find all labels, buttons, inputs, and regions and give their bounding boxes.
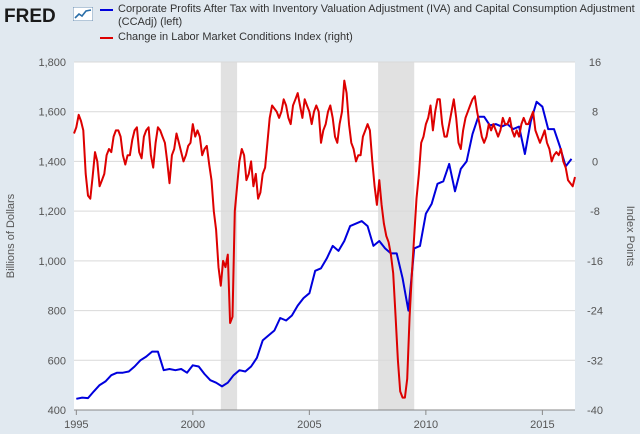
- y-left-tick-label: 1,000: [38, 256, 66, 268]
- chart-header: FRED Corporate Profits After Tax with In…: [0, 0, 640, 58]
- y-left-tick-label: 1,200: [38, 206, 66, 218]
- y-right-tick-label: -24: [587, 306, 603, 318]
- y-right-tick-label: -16: [587, 256, 603, 268]
- y-right-axis-title: Index Points: [624, 206, 636, 267]
- y-left-tick-label: 1,400: [38, 156, 66, 168]
- x-tick-label: 2010: [414, 419, 438, 431]
- y-right-tick-label: -8: [590, 206, 600, 218]
- y-right-tick-label: 0: [592, 156, 598, 168]
- y-left-tick-label: 400: [48, 405, 66, 417]
- y-left-tick-label: 600: [48, 355, 66, 367]
- series-line-lmci: [73, 79, 576, 399]
- legend-label-profits: Corporate Profits After Tax with Invento…: [118, 3, 635, 28]
- legend-swatch-profits: [100, 9, 113, 11]
- x-tick-label: 2005: [297, 419, 321, 431]
- legend-entry-lmci: Change in Labor Market Conditions Index …: [100, 31, 635, 44]
- y-right-tick-label: -32: [587, 355, 603, 367]
- y-left-axis-title: Billions of Dollars: [5, 193, 17, 278]
- plot-background: [74, 62, 575, 410]
- y-left-tick-label: 800: [48, 306, 66, 318]
- y-left-tick-label: 1,600: [38, 107, 66, 119]
- recession-band-0: [220, 62, 238, 410]
- fred-logo-graph-icon: [73, 7, 93, 21]
- y-right-tick-label: 8: [592, 107, 598, 119]
- legend-swatch-lmci: [100, 37, 113, 39]
- legend-entry-profits: Corporate Profits After Tax with Invento…: [100, 3, 635, 29]
- x-tick-label: 2015: [530, 419, 554, 431]
- x-tick-label: 2000: [181, 419, 205, 431]
- x-tick-label: 1995: [64, 419, 88, 431]
- y-right-tick-label: 16: [589, 57, 601, 69]
- y-left-tick-label: 1,800: [38, 57, 66, 69]
- legend: Corporate Profits After Tax with Invento…: [100, 3, 635, 44]
- fred-logo: FRED: [4, 6, 56, 27]
- legend-label-lmci: Change in Labor Market Conditions Index …: [118, 31, 353, 43]
- y-right-tick-label: -40: [587, 405, 603, 417]
